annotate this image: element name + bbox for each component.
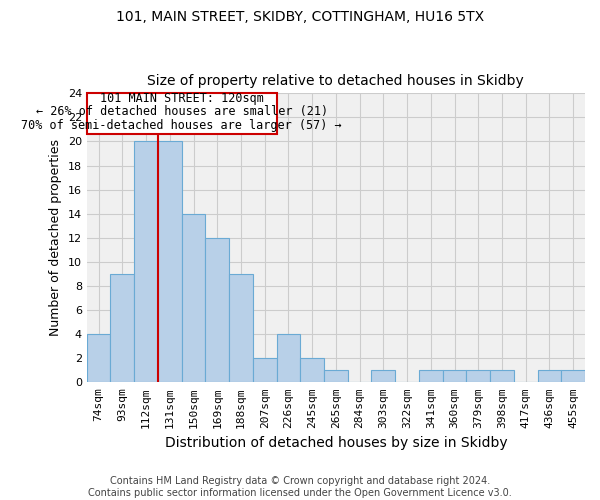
Y-axis label: Number of detached properties: Number of detached properties <box>49 140 62 336</box>
Text: 70% of semi-detached houses are larger (57) →: 70% of semi-detached houses are larger (… <box>22 119 342 132</box>
Bar <box>182 214 205 382</box>
Text: 101, MAIN STREET, SKIDBY, COTTINGHAM, HU16 5TX: 101, MAIN STREET, SKIDBY, COTTINGHAM, HU… <box>116 10 484 24</box>
Bar <box>300 358 324 382</box>
Bar <box>466 370 490 382</box>
Text: Contains HM Land Registry data © Crown copyright and database right 2024.
Contai: Contains HM Land Registry data © Crown c… <box>88 476 512 498</box>
Bar <box>87 334 110 382</box>
Bar <box>110 274 134 382</box>
Text: ← 26% of detached houses are smaller (21): ← 26% of detached houses are smaller (21… <box>35 106 328 118</box>
Title: Size of property relative to detached houses in Skidby: Size of property relative to detached ho… <box>148 74 524 88</box>
Bar <box>134 142 158 382</box>
Bar <box>87 94 277 134</box>
Bar <box>490 370 514 382</box>
Text: 101 MAIN STREET: 120sqm: 101 MAIN STREET: 120sqm <box>100 92 263 104</box>
Bar <box>419 370 443 382</box>
Bar <box>277 334 300 382</box>
Bar <box>538 370 561 382</box>
Bar <box>205 238 229 382</box>
Bar <box>253 358 277 382</box>
Bar <box>443 370 466 382</box>
Bar <box>371 370 395 382</box>
Bar <box>229 274 253 382</box>
Bar <box>158 142 182 382</box>
X-axis label: Distribution of detached houses by size in Skidby: Distribution of detached houses by size … <box>164 436 507 450</box>
Bar <box>561 370 585 382</box>
Bar <box>324 370 348 382</box>
